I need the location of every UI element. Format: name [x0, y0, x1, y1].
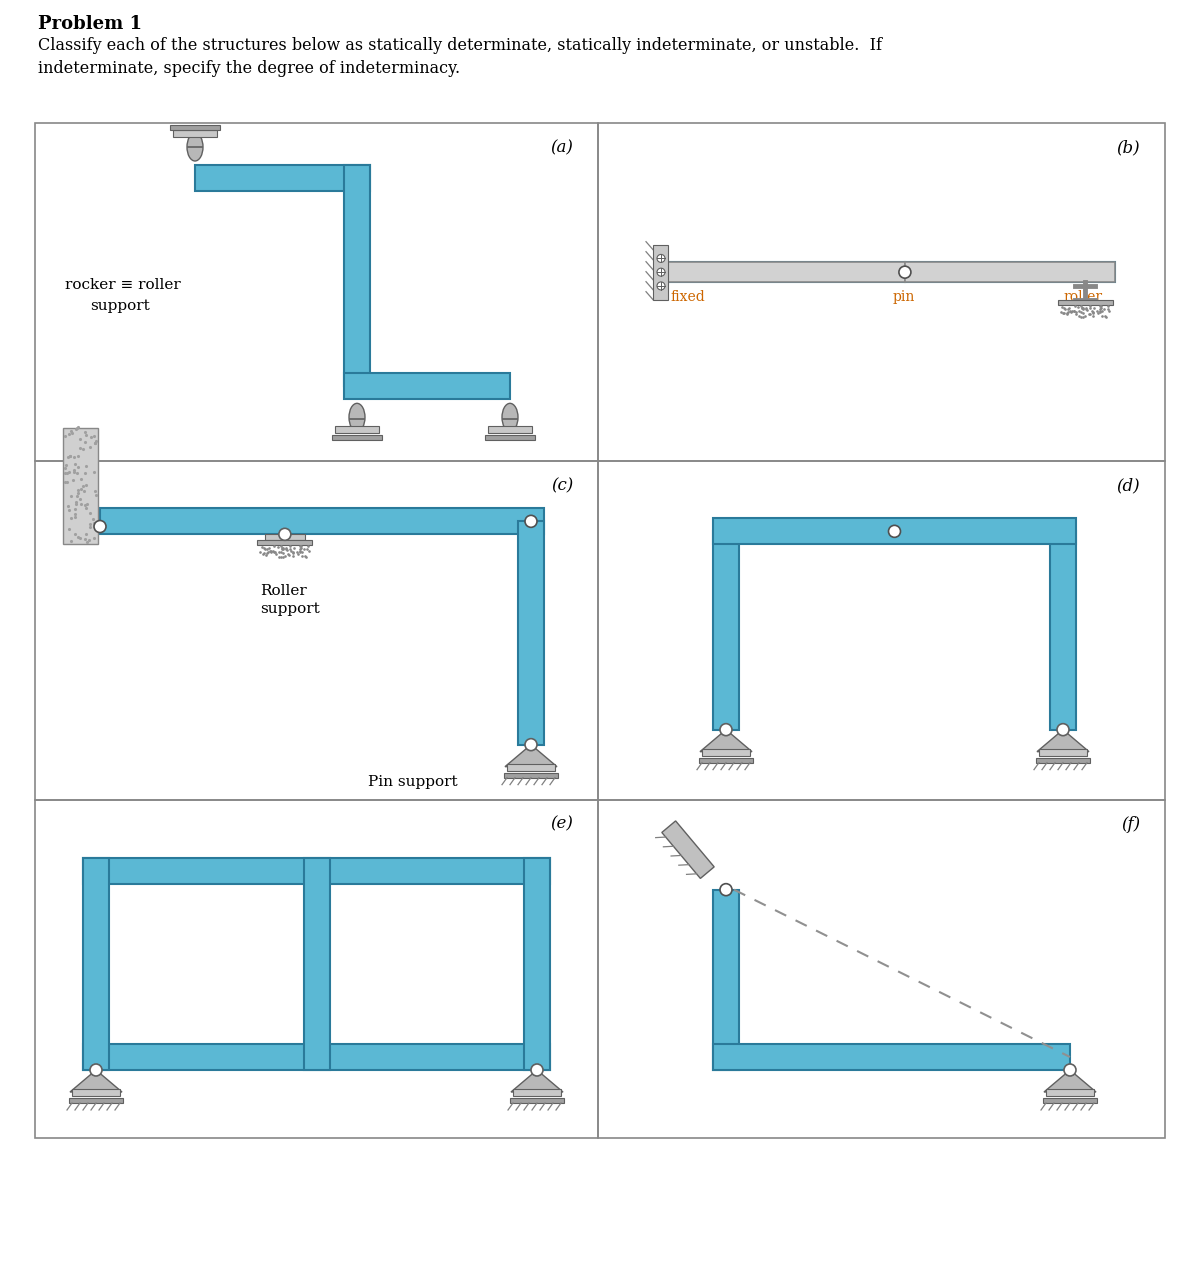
Bar	[702, 749, 750, 756]
Circle shape	[720, 723, 732, 736]
Polygon shape	[1037, 729, 1090, 751]
Bar	[518, 522, 544, 745]
Bar	[1036, 757, 1090, 763]
Bar	[598, 461, 1165, 799]
Polygon shape	[70, 1071, 122, 1092]
Bar	[173, 130, 217, 137]
Circle shape	[526, 516, 538, 527]
Bar	[713, 890, 739, 1071]
Ellipse shape	[349, 404, 365, 432]
Text: rocker ≡ roller: rocker ≡ roller	[65, 278, 181, 292]
Bar	[698, 757, 754, 763]
Circle shape	[658, 281, 665, 290]
Bar	[109, 883, 304, 1044]
Bar	[70, 1099, 124, 1102]
Polygon shape	[700, 729, 752, 751]
Bar	[83, 1044, 550, 1071]
Text: roller: roller	[1063, 290, 1102, 304]
Text: indeterminate, specify the degree of indeterminacy.: indeterminate, specify the degree of ind…	[38, 60, 460, 76]
Bar	[514, 1088, 562, 1096]
Bar	[510, 1099, 564, 1102]
Bar	[598, 123, 1165, 461]
Bar	[344, 165, 370, 386]
Text: Classify each of the structures below as statically determinate, statically inde: Classify each of the structures below as…	[38, 37, 882, 53]
Ellipse shape	[502, 404, 518, 432]
Text: Roller: Roller	[260, 584, 306, 598]
Circle shape	[1064, 1064, 1076, 1076]
Bar	[713, 1044, 1070, 1071]
Ellipse shape	[187, 132, 203, 160]
Bar	[35, 123, 598, 461]
Bar	[170, 125, 220, 130]
Polygon shape	[1044, 1071, 1096, 1092]
Bar	[72, 1088, 120, 1096]
Circle shape	[888, 526, 900, 537]
Bar	[713, 531, 739, 729]
Bar	[35, 461, 598, 799]
Circle shape	[530, 1064, 542, 1076]
Text: (c): (c)	[551, 477, 574, 494]
Bar	[304, 858, 330, 1071]
Bar	[332, 435, 382, 440]
Bar	[64, 428, 98, 545]
Bar	[1043, 1099, 1097, 1102]
Text: (d): (d)	[1116, 477, 1140, 494]
Bar	[668, 262, 905, 283]
Text: (e): (e)	[550, 816, 574, 833]
Bar	[653, 244, 668, 299]
Text: support: support	[260, 602, 319, 616]
Circle shape	[899, 266, 911, 279]
Bar	[265, 535, 305, 540]
Bar	[668, 262, 905, 283]
Text: (f): (f)	[1121, 816, 1140, 833]
Bar	[488, 426, 532, 433]
Bar	[598, 799, 1165, 1138]
Bar	[713, 518, 1076, 545]
Circle shape	[720, 883, 732, 896]
Bar	[83, 858, 550, 883]
Circle shape	[526, 738, 538, 751]
Text: (b): (b)	[1116, 139, 1140, 157]
Bar	[524, 858, 550, 1071]
Bar	[1046, 1088, 1094, 1096]
Text: fixed: fixed	[670, 290, 704, 304]
Bar	[1050, 531, 1076, 729]
Text: (a): (a)	[550, 139, 574, 157]
Bar	[100, 508, 544, 535]
Bar	[905, 262, 1115, 283]
Text: support: support	[90, 299, 150, 313]
Text: Pin support: Pin support	[368, 775, 458, 789]
Bar	[335, 426, 379, 433]
Bar	[35, 799, 598, 1138]
Circle shape	[1057, 723, 1069, 736]
Bar	[330, 883, 524, 1044]
Circle shape	[94, 521, 106, 532]
Polygon shape	[505, 745, 557, 766]
Bar	[344, 373, 510, 400]
Bar	[1039, 749, 1087, 756]
Text: pin: pin	[893, 290, 916, 304]
Bar	[194, 165, 370, 191]
Circle shape	[278, 528, 290, 540]
Text: Problem 1: Problem 1	[38, 15, 142, 33]
Bar	[1057, 300, 1112, 306]
Polygon shape	[511, 1071, 563, 1092]
Bar	[504, 773, 558, 778]
Bar	[905, 262, 1115, 283]
Bar	[83, 858, 109, 1071]
Circle shape	[90, 1064, 102, 1076]
Circle shape	[658, 269, 665, 276]
Bar	[257, 540, 312, 545]
Bar	[508, 764, 554, 770]
Polygon shape	[662, 821, 714, 878]
Bar	[485, 435, 535, 440]
Circle shape	[658, 255, 665, 262]
